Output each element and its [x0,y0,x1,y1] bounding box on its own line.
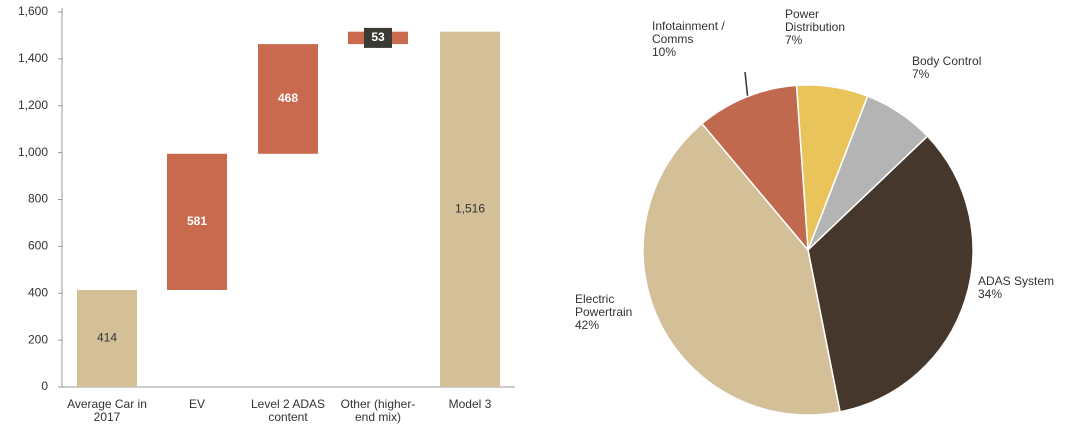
slice-label: ADAS System 34% [978,275,1068,301]
y-tick-label: 1,400 [18,51,48,65]
slice-name: Electric Powertrain [575,292,633,319]
y-tick-label: 800 [28,192,48,206]
label-box [364,27,392,48]
pie-slice [807,135,974,413]
slice-value: 34% [978,287,1003,301]
value-label: 1,516 [455,202,485,216]
value-label: 468 [278,91,298,105]
slice-value: 7% [785,33,803,47]
bar [440,31,500,387]
leader-line [744,71,749,101]
y-tick-label: 600 [28,239,48,253]
y-tick-label: 200 [28,332,48,346]
x-tick-label: EV [188,397,205,411]
x-tick-label: Other (higher-end mix) [340,397,416,424]
x-tick-label: Model 3 [448,397,492,411]
pie-slice [642,122,841,416]
value-label: 53 [371,30,385,44]
y-tick-label: 400 [28,285,48,299]
x-tick-label: Level 2 ADAS content [250,397,326,424]
slice-name: Body Control [912,54,982,68]
value-label: 581 [187,214,207,228]
slice-name: Infotainment / Comms [652,19,725,46]
pie-slice [700,84,809,253]
value-label: 414 [97,331,117,345]
x-tick-label: Average Car in 2017 [67,397,147,424]
y-tick-label: 1,000 [18,145,48,159]
slice-value: 7% [912,67,930,81]
bar [258,44,318,154]
bar [167,153,227,290]
slice-label: Electric Powertrain 42% [575,293,665,332]
slice-label: Body Control 7% [912,55,1002,81]
bar [77,289,137,387]
slice-value: 10% [652,45,677,59]
slice-label: Infotainment / Comms 10% [652,20,742,59]
y-tick-label: 0 [41,379,48,393]
slice-name: ADAS System [978,274,1055,288]
slice-name: Power Distribution [785,7,846,34]
y-tick-label: 1,600 [18,4,48,18]
y-tick-label: 1,200 [18,98,48,112]
slice-value: 42% [575,318,600,332]
slice-label: Power Distribution 7% [785,8,875,47]
